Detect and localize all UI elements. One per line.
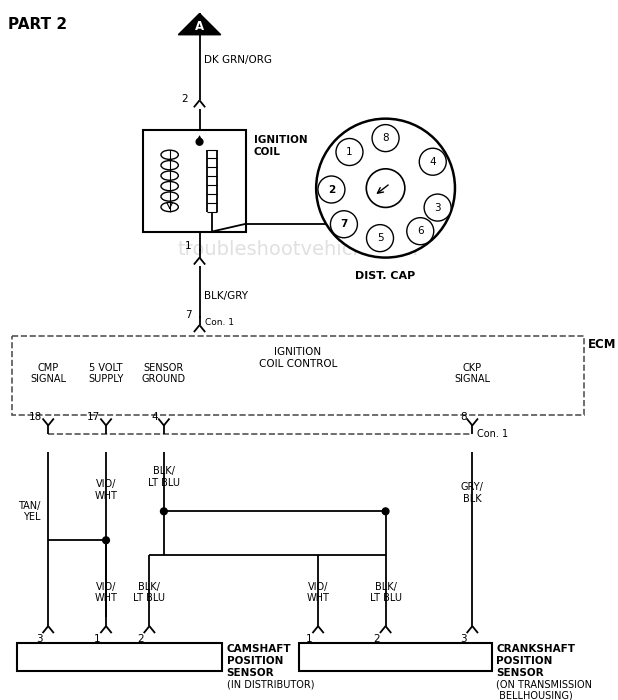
Text: BLK/GRY: BLK/GRY (205, 291, 248, 302)
Circle shape (366, 225, 394, 251)
Text: BLK/
LT BLU: BLK/ LT BLU (148, 466, 180, 488)
Text: CAMSHAFT
POSITION
SENSOR: CAMSHAFT POSITION SENSOR (227, 645, 291, 678)
Text: 1: 1 (93, 634, 100, 644)
Circle shape (424, 194, 451, 221)
Text: VIO/
WHT: VIO/ WHT (307, 582, 329, 603)
Text: IGNITION
COIL: IGNITION COIL (253, 135, 307, 157)
Circle shape (318, 176, 345, 203)
Text: DK GRN/ORG: DK GRN/ORG (205, 55, 273, 65)
Text: 6: 6 (417, 226, 423, 236)
Text: CRANKSHAFT
POSITION
SENSOR: CRANKSHAFT POSITION SENSOR (496, 645, 575, 678)
Circle shape (407, 218, 434, 245)
Circle shape (316, 119, 455, 258)
Text: BLK/
LT BLU: BLK/ LT BLU (370, 582, 402, 603)
Text: 4: 4 (151, 412, 158, 422)
Text: 5 VOLT
SUPPLY: 5 VOLT SUPPLY (88, 363, 124, 384)
Circle shape (336, 139, 363, 165)
Text: TAN/
YEL: TAN/ YEL (18, 500, 41, 522)
Bar (143, 130, 246, 232)
Circle shape (161, 508, 167, 514)
Text: SENSOR
GROUND: SENSOR GROUND (142, 363, 186, 384)
Circle shape (419, 148, 446, 175)
Text: A: A (195, 20, 204, 32)
Text: CMP
SIGNAL: CMP SIGNAL (30, 363, 66, 384)
Text: VIO/
WHT: VIO/ WHT (95, 480, 117, 501)
Text: 17: 17 (87, 412, 100, 422)
Text: 1: 1 (346, 147, 353, 157)
Text: 4: 4 (430, 157, 436, 167)
Text: Con. 1: Con. 1 (205, 318, 234, 327)
Text: CKP
SIGNAL: CKP SIGNAL (454, 363, 490, 384)
Text: 2: 2 (137, 634, 143, 644)
Text: 3: 3 (36, 634, 43, 644)
Circle shape (331, 211, 357, 238)
Text: 1: 1 (185, 241, 192, 251)
Text: troubleshootvehicle.com: troubleshootvehicle.com (177, 240, 418, 260)
Text: 2: 2 (328, 185, 335, 195)
Circle shape (382, 508, 389, 514)
Bar (299, 643, 491, 671)
Circle shape (366, 169, 405, 207)
Text: GRY/
BLK: GRY/ BLK (461, 482, 484, 504)
Text: 5: 5 (377, 233, 383, 243)
Polygon shape (179, 13, 221, 35)
Text: 3: 3 (460, 634, 467, 644)
Text: (ON TRANSMISSION
 BELLHOUSING): (ON TRANSMISSION BELLHOUSING) (496, 679, 593, 700)
Text: 3: 3 (434, 202, 441, 213)
Text: 8: 8 (460, 412, 467, 422)
Text: VIO/
WHT: VIO/ WHT (95, 582, 117, 603)
Text: PART 2: PART 2 (7, 18, 67, 32)
Circle shape (103, 537, 109, 544)
Circle shape (372, 125, 399, 152)
Text: 7: 7 (185, 309, 192, 319)
Text: 7: 7 (341, 219, 347, 229)
Text: DIST. CAP: DIST. CAP (355, 271, 416, 281)
Text: Con. 1: Con. 1 (477, 429, 508, 439)
Text: ECM: ECM (588, 337, 617, 351)
Text: 2: 2 (373, 634, 380, 644)
Circle shape (196, 139, 203, 145)
Text: 18: 18 (29, 412, 43, 422)
Text: BLK/
LT BLU: BLK/ LT BLU (133, 582, 166, 603)
Bar (12, 336, 584, 415)
Text: 1: 1 (306, 634, 312, 644)
Text: 8: 8 (383, 133, 389, 143)
Text: IGNITION
COIL CONTROL: IGNITION COIL CONTROL (259, 347, 337, 369)
Text: 2: 2 (181, 94, 188, 104)
Text: (IN DISTRIBUTOR): (IN DISTRIBUTOR) (227, 679, 314, 690)
Bar (17, 643, 222, 671)
